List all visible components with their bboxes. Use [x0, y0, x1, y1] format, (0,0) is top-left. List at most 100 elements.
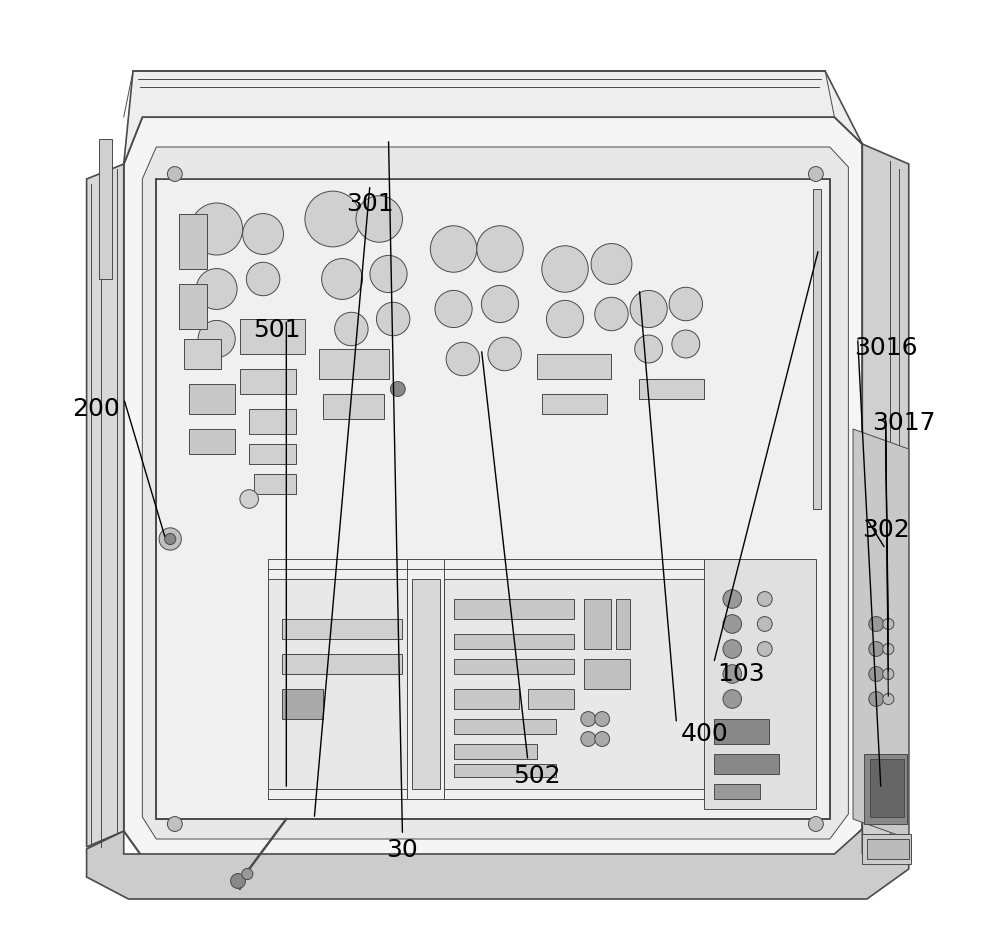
Circle shape	[808, 817, 823, 831]
Polygon shape	[282, 654, 402, 675]
Circle shape	[808, 167, 823, 182]
Polygon shape	[87, 165, 124, 847]
Polygon shape	[124, 118, 862, 857]
Text: 30: 30	[387, 837, 418, 861]
Polygon shape	[240, 319, 305, 354]
Circle shape	[723, 665, 742, 684]
Circle shape	[581, 732, 596, 747]
Circle shape	[723, 640, 742, 659]
Polygon shape	[444, 579, 704, 789]
Polygon shape	[864, 754, 907, 824]
Circle shape	[883, 644, 894, 655]
Circle shape	[883, 669, 894, 680]
Circle shape	[356, 197, 402, 243]
Circle shape	[757, 592, 772, 607]
Circle shape	[757, 617, 772, 632]
Circle shape	[723, 615, 742, 634]
Polygon shape	[714, 754, 779, 774]
Circle shape	[481, 286, 519, 323]
Polygon shape	[156, 180, 830, 819]
Polygon shape	[179, 285, 207, 329]
Polygon shape	[704, 560, 816, 809]
Polygon shape	[99, 140, 112, 279]
Text: 501: 501	[253, 317, 301, 342]
Circle shape	[231, 873, 245, 888]
Circle shape	[167, 167, 182, 182]
Polygon shape	[142, 148, 848, 839]
Polygon shape	[282, 690, 323, 719]
Polygon shape	[584, 599, 611, 650]
Circle shape	[883, 693, 894, 704]
Circle shape	[370, 256, 407, 293]
Circle shape	[240, 490, 258, 509]
Circle shape	[581, 712, 596, 727]
Polygon shape	[179, 214, 207, 270]
Circle shape	[191, 204, 243, 256]
Circle shape	[242, 869, 253, 880]
Circle shape	[883, 619, 894, 630]
Polygon shape	[282, 619, 402, 639]
Circle shape	[546, 301, 584, 338]
Circle shape	[196, 269, 237, 310]
Circle shape	[723, 590, 742, 609]
Polygon shape	[714, 784, 760, 799]
Circle shape	[477, 226, 523, 273]
Circle shape	[198, 321, 235, 358]
Polygon shape	[124, 72, 862, 165]
Polygon shape	[862, 834, 911, 864]
Circle shape	[869, 691, 884, 706]
Text: 3017: 3017	[872, 410, 936, 434]
Circle shape	[435, 291, 472, 329]
Circle shape	[305, 192, 361, 248]
Text: 200: 200	[72, 396, 120, 420]
Circle shape	[446, 343, 480, 377]
Text: 301: 301	[346, 192, 394, 216]
Circle shape	[243, 214, 284, 255]
Polygon shape	[454, 764, 556, 777]
Polygon shape	[454, 719, 556, 734]
Circle shape	[669, 288, 703, 321]
Circle shape	[595, 732, 610, 747]
Polygon shape	[249, 409, 296, 434]
Circle shape	[723, 690, 742, 708]
Circle shape	[869, 617, 884, 632]
Circle shape	[390, 382, 405, 397]
Polygon shape	[189, 430, 235, 455]
Polygon shape	[542, 394, 607, 415]
Circle shape	[246, 263, 280, 296]
Circle shape	[542, 247, 588, 293]
Circle shape	[488, 338, 521, 371]
Circle shape	[430, 226, 477, 273]
Polygon shape	[639, 380, 704, 400]
Circle shape	[159, 528, 181, 550]
Polygon shape	[870, 759, 904, 818]
Text: 400: 400	[681, 721, 728, 745]
Circle shape	[635, 336, 663, 364]
Circle shape	[376, 303, 410, 336]
Circle shape	[672, 330, 700, 358]
Polygon shape	[319, 350, 389, 380]
Polygon shape	[184, 340, 221, 369]
Polygon shape	[268, 579, 407, 789]
Polygon shape	[853, 430, 909, 839]
Polygon shape	[454, 690, 519, 709]
Polygon shape	[714, 719, 769, 744]
Polygon shape	[323, 394, 384, 419]
Text: 103: 103	[718, 661, 765, 685]
Circle shape	[595, 298, 628, 331]
Text: 3016: 3016	[854, 336, 917, 360]
Circle shape	[630, 291, 667, 329]
Circle shape	[335, 313, 368, 346]
Polygon shape	[584, 659, 630, 690]
Polygon shape	[189, 384, 235, 415]
Circle shape	[167, 817, 182, 831]
Polygon shape	[867, 839, 909, 859]
Circle shape	[757, 642, 772, 657]
Polygon shape	[454, 744, 537, 759]
Polygon shape	[249, 445, 296, 465]
Circle shape	[165, 534, 176, 545]
Circle shape	[869, 667, 884, 682]
Polygon shape	[537, 354, 611, 380]
Polygon shape	[862, 145, 909, 854]
Polygon shape	[254, 474, 296, 495]
